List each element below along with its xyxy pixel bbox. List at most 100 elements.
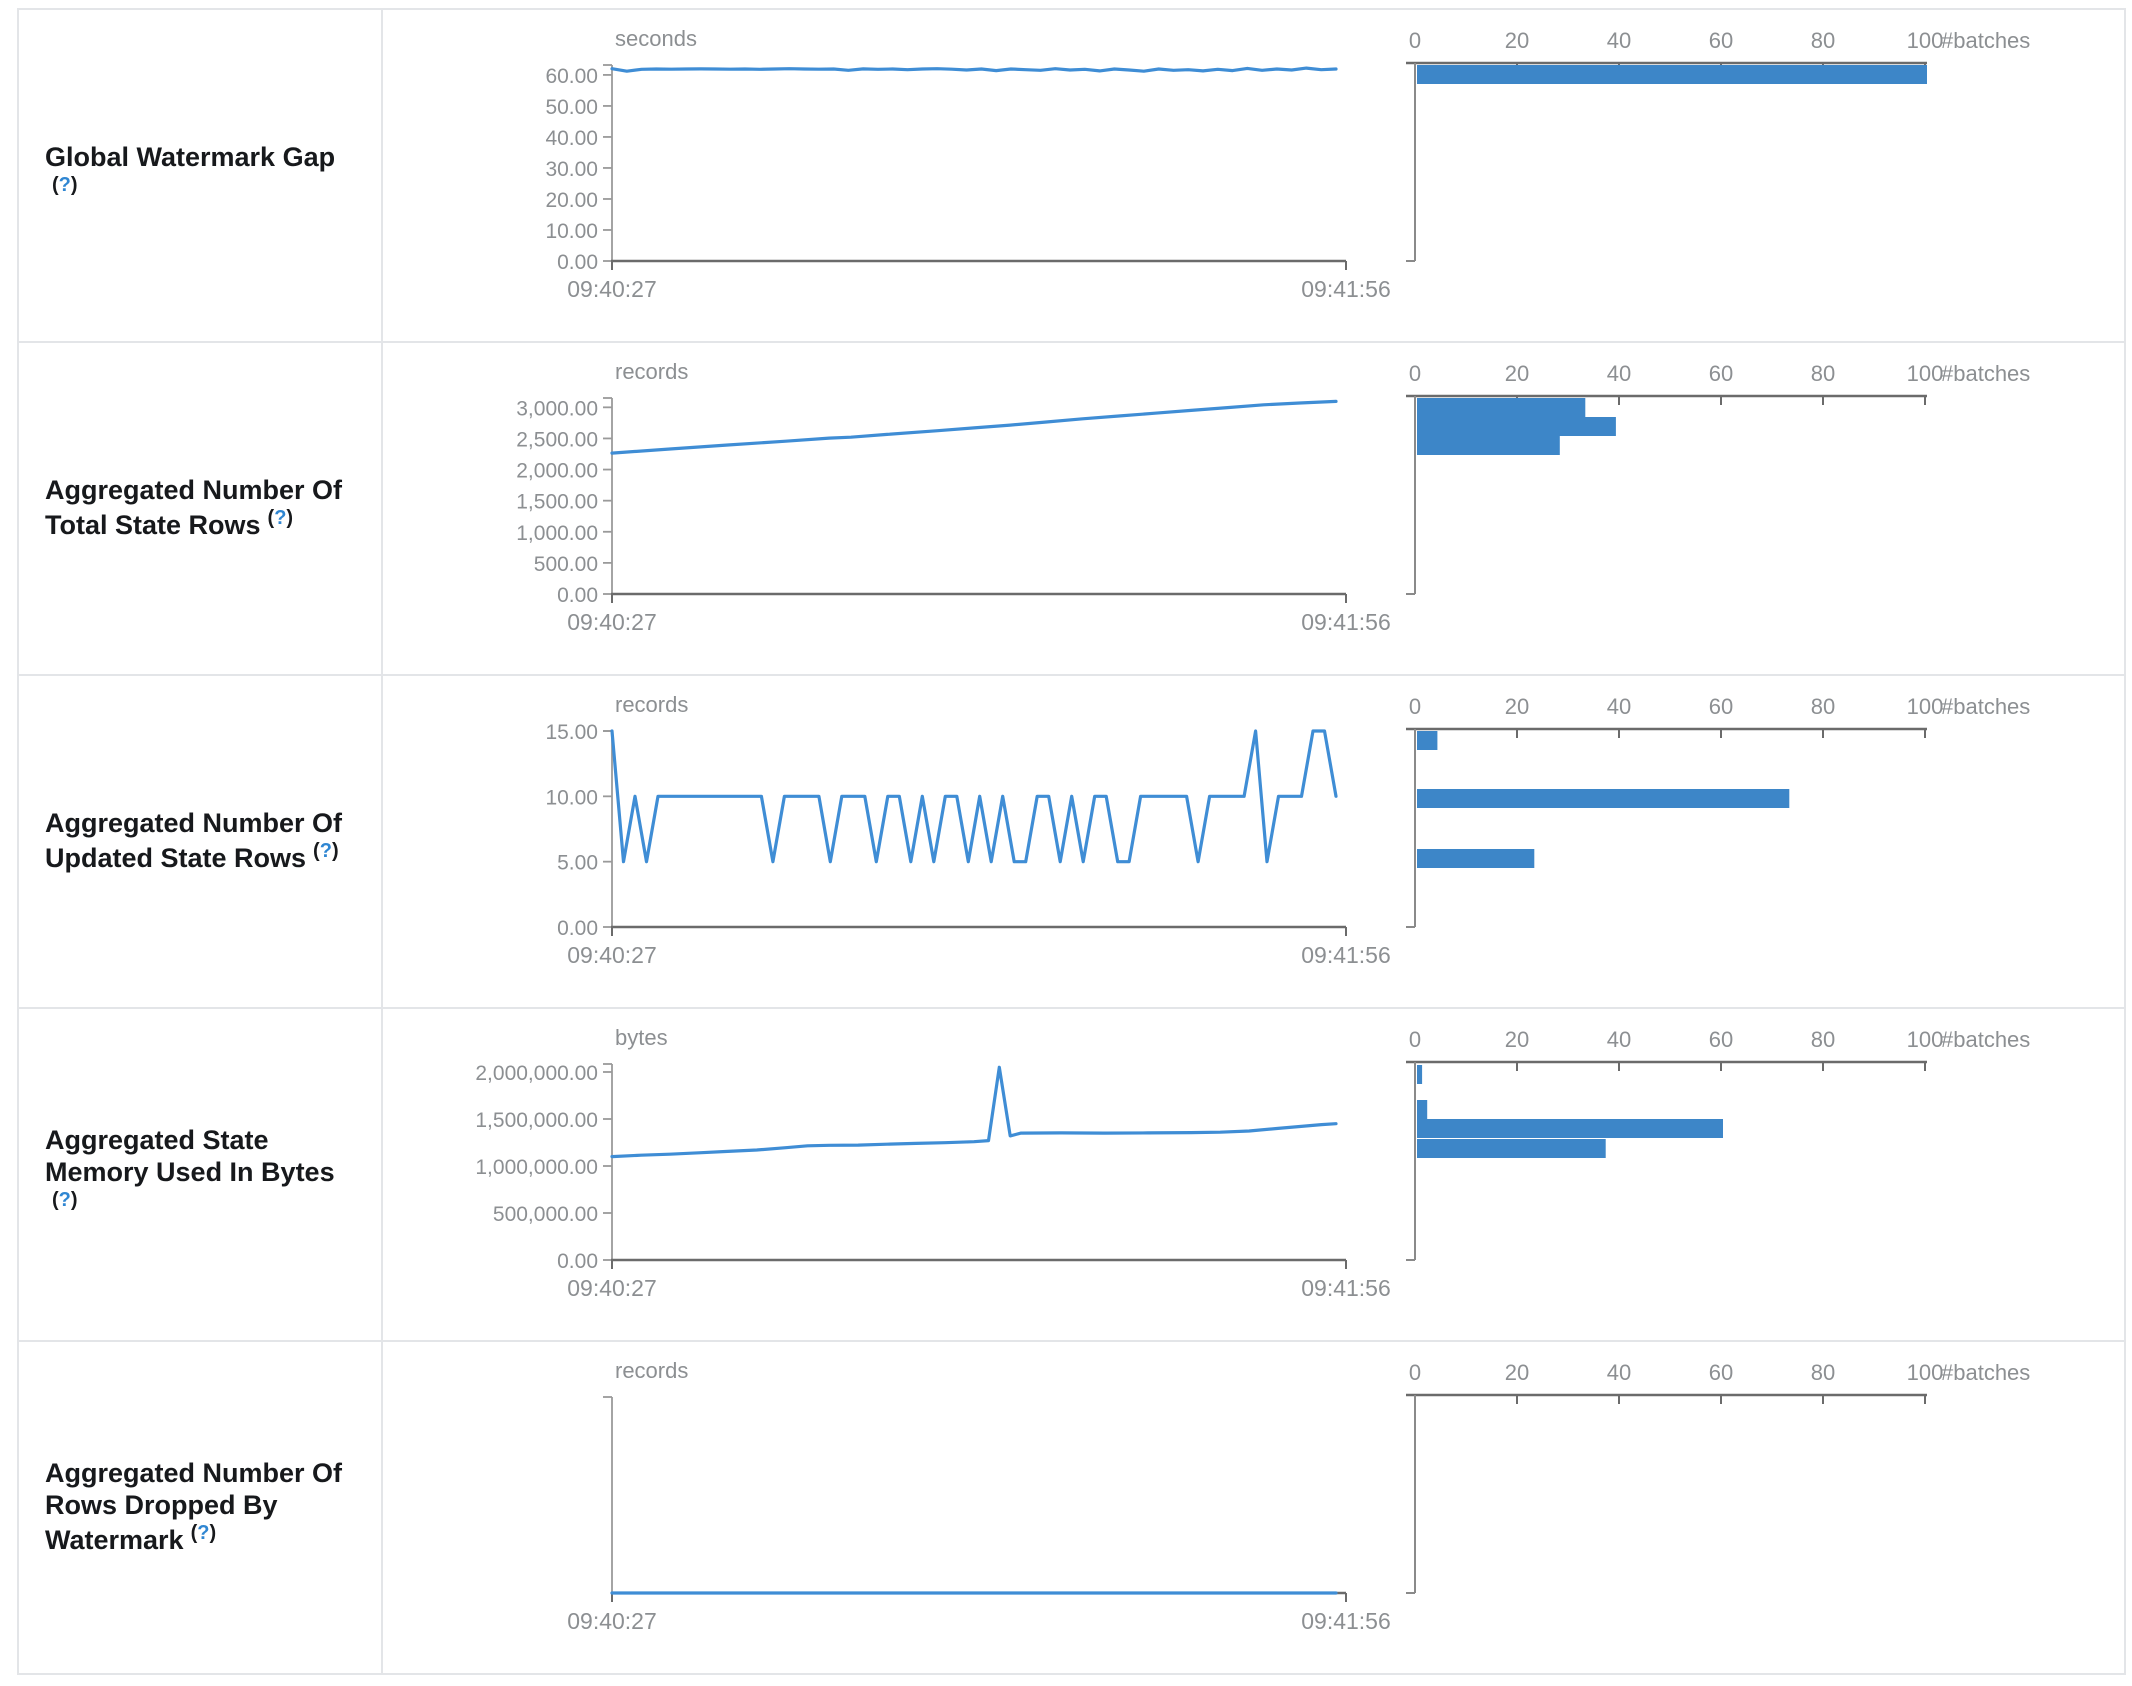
x-time-end-label: 09:41:56 <box>1301 609 1391 635</box>
metric-label-text: Aggregated Number Of Total State Rows <box>45 475 343 540</box>
histogram-bar <box>1417 789 1790 808</box>
help-badge: (?) <box>313 840 339 862</box>
histogram-bar <box>1417 1065 1423 1084</box>
metric-row-total-state-rows: Aggregated Number Of Total State Rows (?)… <box>19 343 2124 676</box>
batches-axis-label: #batches <box>1941 361 2030 386</box>
hist-tick-label: 40 <box>1607 694 1631 719</box>
unit-label: seconds <box>615 26 697 51</box>
help-badge: (?) <box>268 507 294 529</box>
paren-open: ( <box>52 1188 59 1211</box>
histogram-bar <box>1417 849 1535 868</box>
hist-tick-label: 20 <box>1505 694 1529 719</box>
timeline-line <box>610 66 1338 73</box>
batches-axis-label: #batches <box>1941 28 2030 53</box>
metric-label-cell: Aggregated Number Of Rows Dropped By Wat… <box>19 1342 383 1673</box>
hist-tick-label: 60 <box>1709 28 1733 53</box>
y-tick-label: 10.00 <box>545 786 598 809</box>
histogram-bar <box>1417 731 1438 750</box>
metric-label-text: Aggregated State Memory Used In Bytes <box>45 1125 335 1188</box>
hist-tick-label: 100 <box>1907 1027 1944 1052</box>
hist-tick-label: 20 <box>1505 1360 1529 1385</box>
paren-close: ) <box>209 1521 217 1544</box>
y-tick-label: 20.00 <box>545 189 598 212</box>
hist-tick-label: 80 <box>1811 361 1835 386</box>
paren-close: ) <box>70 174 78 196</box>
charts-cell: records 09:40:27 09:41:56 0 20 40 60 80 100 #batc… <box>383 1342 2126 1673</box>
metric-row-state-memory-used: Aggregated State Memory Used In Bytes (?… <box>19 1009 2124 1342</box>
metric-row-updated-state-rows: Aggregated Number Of Updated State Rows(… <box>19 676 2124 1009</box>
row-charts-svg: records 09:40:27 09:41:56 0 20 40 60 80 100#batc… <box>567 1358 2030 1634</box>
x-time-end-label: 09:41:56 <box>1301 1275 1391 1301</box>
y-tick-label: 1,000.00 <box>516 522 598 545</box>
unit-label: records <box>615 692 688 717</box>
timeline-line <box>610 1065 1338 1159</box>
help-badge: (?) <box>191 1522 217 1544</box>
metric-label-text: Global Watermark Gap <box>45 142 336 173</box>
y-tick-label: 15.00 <box>545 721 598 744</box>
help-badge: (?) <box>52 1189 78 1211</box>
metric-label-cell: Global Watermark Gap (?) <box>19 10 383 341</box>
hist-tick-label: 100 <box>1907 28 1944 53</box>
charts-cell: bytes 0.00 500,000.00 1,000,000.00 1,500,000… <box>383 1009 2126 1340</box>
x-time-start-label: 09:40:27 <box>567 609 657 635</box>
charts-cell: records 0.00 5.00 10.00 15.00 09:40:27 09:41:5… <box>383 676 2126 1007</box>
metric-label-text: Aggregated Number Of Rows Dropped By Wat… <box>45 1458 343 1555</box>
y-tick-label: 500,000.00 <box>493 1203 598 1226</box>
y-tick-label: 0.00 <box>557 917 598 940</box>
hist-tick-label: 0 <box>1409 1360 1421 1385</box>
help-question-link[interactable]: ? <box>274 507 287 529</box>
x-time-start-label: 09:40:27 <box>567 276 657 302</box>
histogram-bar <box>1417 1119 1723 1138</box>
x-time-end-label: 09:41:56 <box>1301 942 1391 968</box>
metric-row-global-watermark-gap: Global Watermark Gap (?) seconds 0.00 10.0… <box>19 10 2124 343</box>
metric-label-cell: Aggregated State Memory Used In Bytes (?… <box>19 1009 383 1340</box>
y-tick-label: 2,000,000.00 <box>475 1062 598 1085</box>
y-tick-label: 0.00 <box>557 1250 598 1273</box>
hist-tick-label: 20 <box>1505 1027 1529 1052</box>
hist-tick-label: 100 <box>1907 361 1944 386</box>
help-question-link[interactable]: ? <box>58 1188 71 1211</box>
y-tick-label: 500.00 <box>534 553 598 576</box>
metric-label-cell: Aggregated Number Of Updated State Rows(… <box>19 676 383 1007</box>
batches-axis-label: #batches <box>1941 694 2030 719</box>
hist-tick-label: 40 <box>1607 28 1631 53</box>
help-question-link[interactable]: ? <box>58 174 71 196</box>
help-question-link[interactable]: ? <box>319 840 332 862</box>
hist-tick-label: 20 <box>1505 361 1529 386</box>
y-tick-label: 2,500.00 <box>516 428 598 451</box>
hist-tick-label: 0 <box>1409 1027 1421 1052</box>
hist-tick-label: 80 <box>1811 1027 1835 1052</box>
help-question-link[interactable]: ? <box>197 1521 210 1544</box>
unit-label: records <box>615 359 688 384</box>
unit-label: bytes <box>615 1025 668 1050</box>
unit-label: records <box>615 1358 688 1383</box>
metric-label-text: Aggregated Number Of Updated State Rows <box>45 808 343 873</box>
histogram-bar <box>1417 65 1927 84</box>
hist-tick-label: 0 <box>1409 694 1421 719</box>
hist-tick-label: 100 <box>1907 694 1944 719</box>
y-tick-label: 10.00 <box>545 220 598 243</box>
x-time-start-label: 09:40:27 <box>567 942 657 968</box>
hist-tick-label: 60 <box>1709 1360 1733 1385</box>
row-charts-svg: seconds 0.00 10.00 20.00 30.00 40.00 50.00 60.0… <box>545 26 2030 302</box>
hist-tick-label: 60 <box>1709 694 1733 719</box>
paren-close: ) <box>70 1188 78 1211</box>
hist-tick-label: 0 <box>1409 361 1421 386</box>
y-tick-label: 1,500,000.00 <box>475 1109 598 1132</box>
y-tick-label: 0.00 <box>557 584 598 607</box>
hist-tick-label: 80 <box>1811 1360 1835 1385</box>
batches-axis-label: #batches <box>1941 1027 2030 1052</box>
charts-cell: records 0.00 500.00 1,000.00 1,500.00 2,000.0… <box>383 343 2126 674</box>
paren-open: ( <box>267 507 275 529</box>
charts-cell: seconds 0.00 10.00 20.00 30.00 40.00 50.00 60.0… <box>383 10 2126 341</box>
metric-label: Aggregated Number Of Total State Rows (?) <box>45 475 342 542</box>
y-tick-label: 1,000,000.00 <box>475 1156 598 1179</box>
y-tick-label: 50.00 <box>545 96 598 119</box>
help-badge: (?) <box>52 174 78 196</box>
x-time-start-label: 09:40:27 <box>567 1608 657 1634</box>
metric-label: Aggregated State Memory Used In Bytes (?… <box>45 1125 335 1224</box>
hist-tick-label: 60 <box>1709 361 1733 386</box>
y-tick-label: 0.00 <box>557 251 598 274</box>
timeline-line <box>610 399 1338 455</box>
metric-label: Aggregated Number Of Updated State Rows(… <box>45 808 342 875</box>
